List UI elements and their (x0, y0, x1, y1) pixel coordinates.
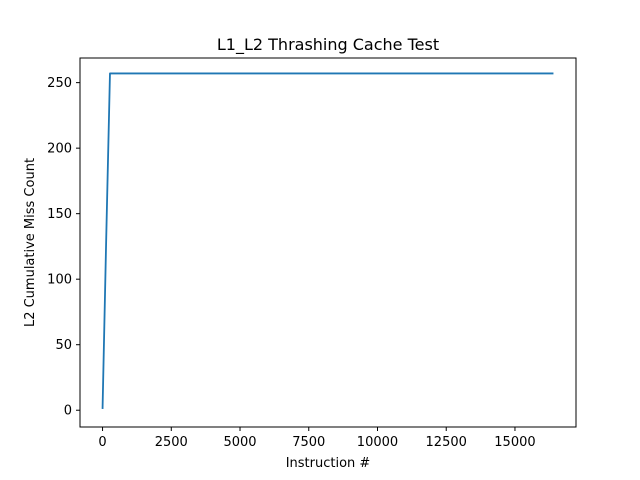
y-tick-label: 0 (64, 404, 72, 419)
plot-frame (79, 57, 577, 428)
y-tick-label: 150 (47, 207, 72, 222)
y-tick-label: 250 (47, 76, 72, 91)
y-tick-label: 50 (55, 338, 72, 353)
y-tick-label: 200 (47, 142, 72, 157)
y-axis-label: L2 Cumulative Miss Count (23, 158, 38, 327)
x-tick-label: 12500 (426, 435, 467, 450)
chart-title: L1_L2 Thrashing Cache Test (217, 35, 439, 55)
x-tick-label: 0 (98, 435, 106, 450)
series-line-0 (101, 72, 554, 409)
y-tick-label: 100 (47, 273, 72, 288)
x-tick-label: 2500 (155, 435, 188, 450)
x-tick-label: 5000 (223, 435, 256, 450)
x-tick-label: 15000 (494, 435, 535, 450)
plot-area (101, 72, 554, 409)
x-tick-label: 7500 (292, 435, 325, 450)
axis-ticks: 0 2500 5000 7500 10000 12500 15000 0 50 100 150 200… (47, 76, 535, 450)
x-axis-label: Instruction # (286, 456, 371, 471)
x-tick-label: 10000 (357, 435, 398, 450)
